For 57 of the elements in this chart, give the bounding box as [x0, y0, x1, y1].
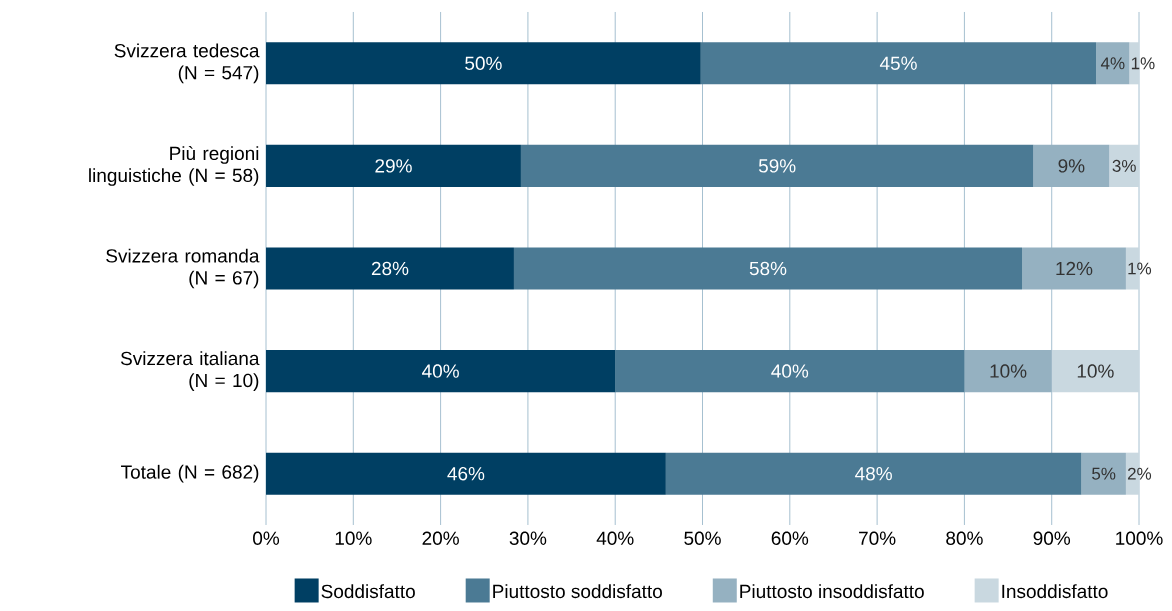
x-tick-label: 90%: [1033, 531, 1071, 545]
bar: [266, 350, 616, 393]
y-tick-label: Più regioni linguistiche (N = 58): [89, 145, 259, 186]
data-label: 59%: [758, 159, 796, 173]
x-tick-label: 40%: [596, 531, 634, 545]
x-tick-label: 60%: [771, 531, 809, 545]
bar: [266, 247, 514, 290]
data-label: 45%: [879, 56, 917, 70]
bar: [665, 452, 1082, 495]
data-label: 46%: [447, 466, 485, 481]
x-tick-label: 80%: [946, 531, 983, 545]
x-tick-label: 50%: [684, 531, 721, 545]
bar: [1022, 247, 1126, 290]
legend-label: Soddisfatto: [321, 584, 415, 599]
bar: [513, 247, 1023, 290]
bar: [700, 42, 1097, 85]
data-label: 3%: [1112, 159, 1136, 172]
x-tick-label: 20%: [422, 531, 459, 545]
bar: [615, 350, 965, 393]
data-label: 48%: [855, 466, 892, 481]
x-tick-label: 100%: [1116, 531, 1163, 545]
data-label: 1%: [1128, 262, 1152, 275]
y-tick-label: Svizzera romanda (N = 67): [106, 248, 260, 289]
bar: [1109, 144, 1140, 187]
x-tick-label: 30%: [509, 531, 547, 545]
y-tick-label: Svizzera italiana (N = 10): [120, 351, 260, 391]
data-label: 29%: [375, 159, 412, 173]
legend-label: Piuttosto insoddisfatto: [740, 584, 924, 599]
bar: [266, 42, 701, 85]
data-label: 12%: [1056, 261, 1093, 276]
data-label: 2%: [1127, 467, 1152, 480]
data-label: 28%: [371, 261, 409, 276]
x-tick-label: 10%: [335, 531, 372, 545]
data-label: 58%: [749, 261, 787, 276]
data-label: 50%: [465, 56, 502, 71]
data-label: 10%: [1077, 364, 1114, 378]
bar: [1051, 350, 1140, 393]
data-label: 5%: [1092, 467, 1116, 480]
y-tick-label: Totale (N = 682): [121, 464, 259, 483]
x-tick-label: 0%: [253, 531, 280, 545]
data-label: 9%: [1058, 159, 1085, 173]
bar: [1081, 452, 1126, 495]
bar: [266, 452, 666, 495]
data-label: 1%: [1131, 57, 1155, 70]
data-label: 4%: [1100, 57, 1125, 70]
data-label: 10%: [990, 364, 1027, 378]
bar: [266, 144, 521, 187]
bar: [1033, 144, 1110, 187]
bar: [1096, 42, 1130, 85]
legend-label: Insoddisfatto: [1002, 584, 1108, 599]
data-label: 40%: [771, 364, 809, 378]
y-tick-label: Svizzera tedesca (N = 547): [114, 43, 260, 84]
bar: [520, 144, 1034, 187]
x-tick-label: 70%: [859, 531, 896, 545]
data-label: 40%: [422, 364, 459, 378]
bar: [964, 350, 1052, 393]
legend-label: Piuttosto soddisfatto: [493, 584, 662, 599]
